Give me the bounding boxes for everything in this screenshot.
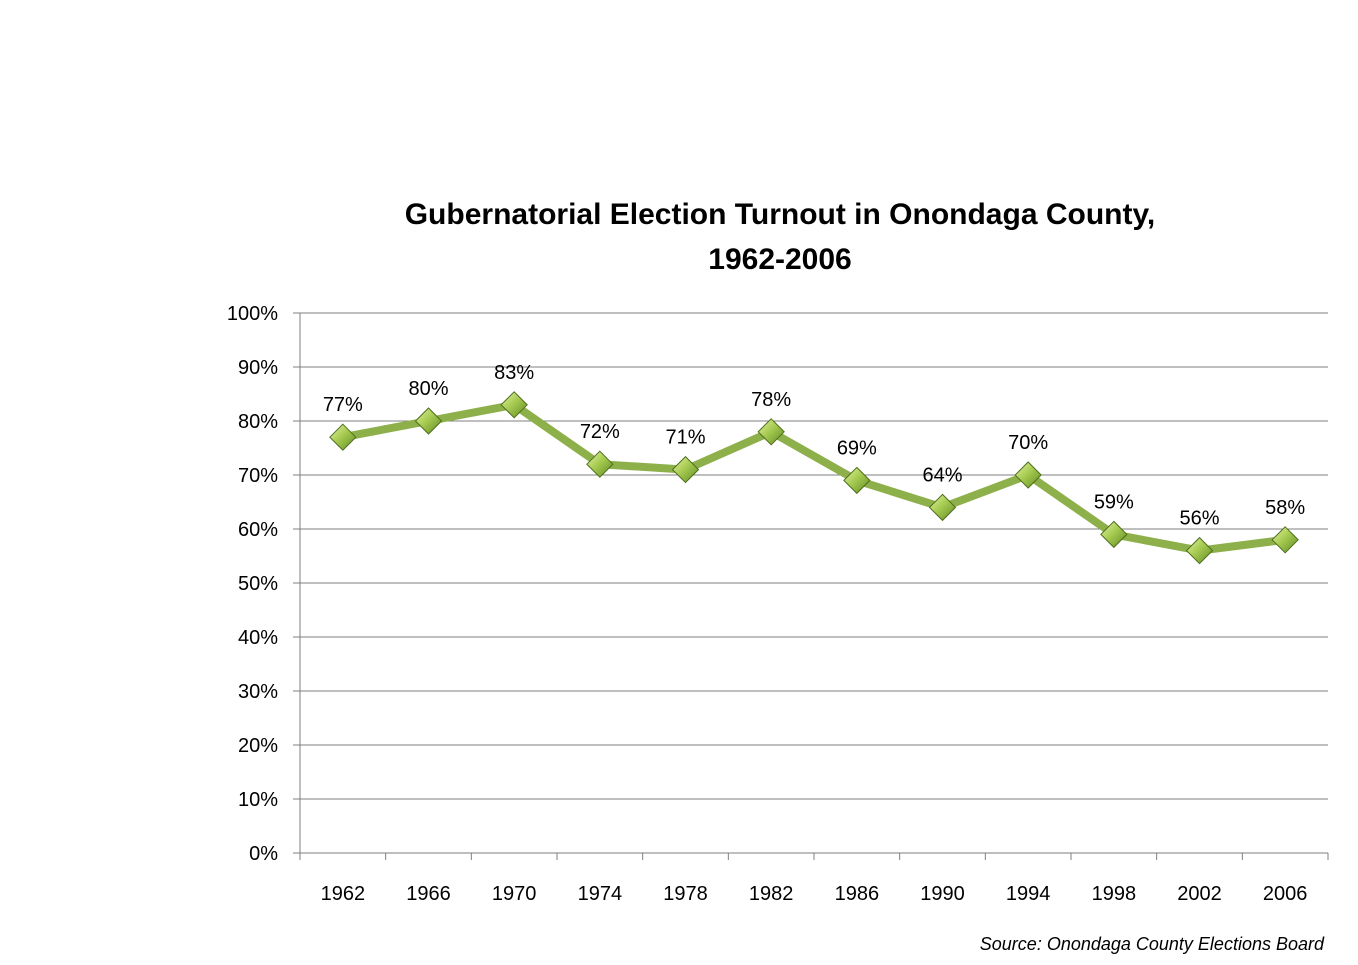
- series-line-layer: [338, 400, 1290, 555]
- data-label: 72%: [580, 421, 620, 443]
- data-point-marker: [928, 493, 957, 522]
- y-tick-label: 50%: [238, 573, 278, 595]
- x-tick-label: 2006: [1263, 883, 1308, 905]
- y-tick-label: 70%: [238, 465, 278, 487]
- data-label: 70%: [1008, 432, 1048, 454]
- data-point-marker: [500, 391, 528, 419]
- data-point-marker: [329, 423, 357, 451]
- data-point-marker: [1185, 536, 1214, 565]
- data-label: 83%: [494, 362, 534, 384]
- x-tick-label: 1962: [321, 883, 366, 905]
- x-tick-label: 1974: [578, 883, 623, 905]
- y-tick-label: 10%: [238, 789, 278, 811]
- chart-title-line-1: Gubernatorial Election Turnout in Ononda…: [404, 198, 1156, 231]
- series-markers: [329, 391, 1299, 565]
- y-tick-label: 100%: [227, 303, 278, 325]
- x-tick-label: 1970: [492, 883, 537, 905]
- series-line: [338, 400, 1290, 555]
- y-tick-label: 60%: [238, 519, 278, 541]
- x-tick-label: 2002: [1177, 883, 1222, 905]
- y-tick-label: 80%: [238, 411, 278, 433]
- data-point-marker: [586, 450, 614, 478]
- data-label: 78%: [751, 389, 791, 411]
- y-tick-label: 40%: [238, 627, 278, 649]
- data-label: 58%: [1265, 497, 1305, 519]
- gridlines: [300, 312, 1328, 800]
- data-labels: 77% 80% 83% 72% 71% 78% 69% 64% 70% 59% 56% 58%: [323, 362, 1306, 530]
- axes: 0% 10% 20% 30% 40% 50% 60% 70% 80% 90% 100% 1962 196…: [227, 303, 1329, 905]
- data-label: 64%: [922, 464, 962, 486]
- x-tick-label: 1998: [1092, 883, 1137, 905]
- data-point-marker: [757, 418, 785, 446]
- y-tick-label: 30%: [238, 681, 278, 703]
- x-tick-label: 1986: [835, 883, 880, 905]
- chart-title-line-2: 1962-2006: [708, 243, 852, 276]
- data-label: 59%: [1094, 491, 1134, 513]
- data-label: 77%: [323, 394, 363, 416]
- y-tick-label: 0%: [249, 843, 278, 865]
- data-point-marker: [1014, 461, 1042, 489]
- data-point-marker: [671, 455, 700, 484]
- data-point-marker: [1100, 520, 1128, 549]
- data-label: 71%: [665, 427, 705, 449]
- y-tick-label: 90%: [238, 357, 278, 379]
- source-note: Source: Onondaga County Elections Board: [979, 934, 1324, 954]
- data-label: 69%: [837, 437, 877, 459]
- x-tick-label: 1994: [1006, 883, 1051, 905]
- x-tick-label: 1990: [920, 883, 965, 905]
- data-point-marker: [1271, 526, 1299, 554]
- y-tick-label: 20%: [238, 735, 278, 757]
- x-tick-label: 1978: [663, 883, 708, 905]
- data-point-marker: [414, 407, 443, 435]
- x-tick-label: 1966: [406, 883, 451, 905]
- data-label: 80%: [408, 378, 448, 400]
- chart-title: Gubernatorial Election Turnout in Ononda…: [290, 192, 1270, 282]
- x-tick-label: 1982: [749, 883, 794, 905]
- data-point-marker: [843, 466, 871, 495]
- data-label: 56%: [1179, 508, 1219, 530]
